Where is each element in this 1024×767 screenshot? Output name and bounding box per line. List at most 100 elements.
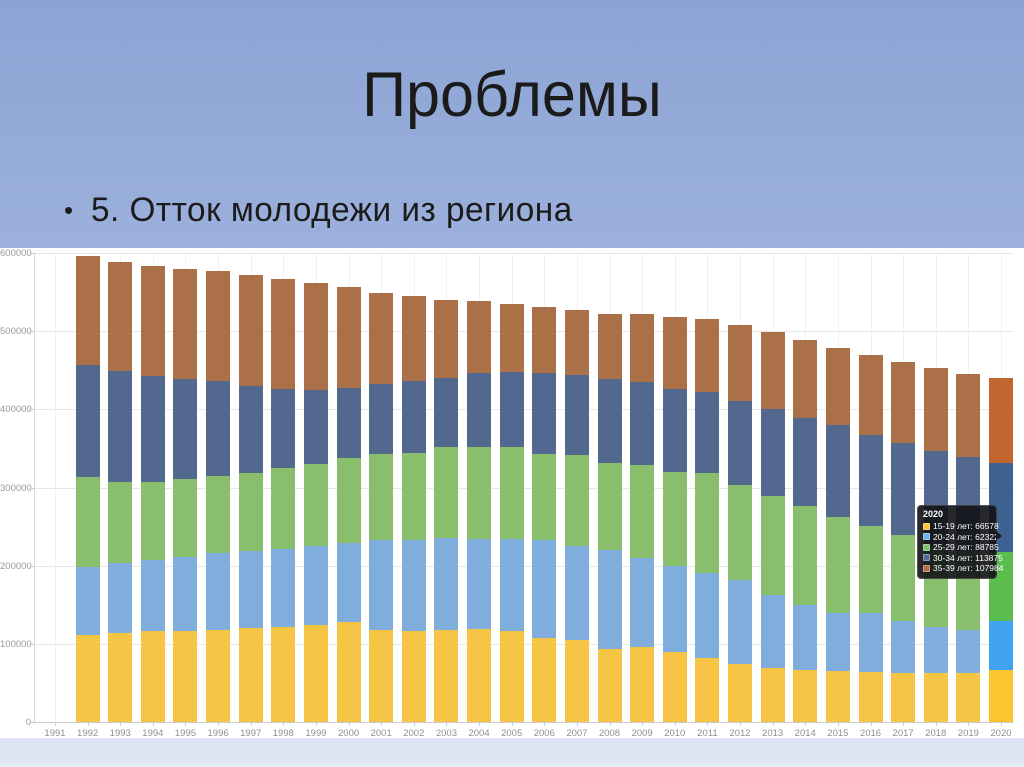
bar-segment-2016-30-34[interactable]	[858, 434, 883, 526]
bar-segment-1998-20-24[interactable]	[271, 548, 296, 628]
bar-segment-2010-30-34[interactable]	[662, 388, 687, 472]
bar-segment-2017-20-24[interactable]	[891, 620, 916, 674]
bar-segment-2004-15-19[interactable]	[467, 629, 492, 722]
bar-segment-2002-20-24[interactable]	[401, 540, 426, 632]
bar-segment-1993-25-29[interactable]	[108, 481, 133, 563]
bar-segment-2001-30-34[interactable]	[369, 384, 394, 455]
bar-segment-1999-30-34[interactable]	[303, 390, 328, 464]
bar-segment-2004-25-29[interactable]	[467, 446, 492, 539]
bar-segment-1992-25-29[interactable]	[75, 477, 100, 567]
bar-segment-2008-20-24[interactable]	[597, 550, 622, 649]
bar-segment-2007-25-29[interactable]	[564, 454, 589, 546]
bar-segment-1995-35-39[interactable]	[173, 268, 198, 379]
bar-segment-1995-20-24[interactable]	[173, 556, 198, 631]
bar-segment-1993-30-34[interactable]	[108, 370, 133, 482]
bar-segment-2009-30-34[interactable]	[630, 382, 655, 465]
bar-segment-1994-35-39[interactable]	[140, 266, 165, 376]
bar-segment-1998-30-34[interactable]	[271, 388, 296, 468]
bar-segment-2002-30-34[interactable]	[401, 381, 426, 454]
bar-segment-2020-20-24[interactable]	[988, 621, 1013, 670]
bar-segment-1992-35-39[interactable]	[75, 255, 100, 365]
bar-segment-2014-15-19[interactable]	[793, 669, 818, 722]
bar-segment-2006-20-24[interactable]	[532, 540, 557, 638]
bar-segment-2001-25-29[interactable]	[369, 454, 394, 541]
bar-segment-2007-20-24[interactable]	[564, 545, 589, 640]
bar-segment-1999-15-19[interactable]	[303, 624, 328, 722]
bar-segment-2000-30-34[interactable]	[336, 387, 361, 459]
bar-segment-2013-20-24[interactable]	[760, 594, 785, 669]
bar-segment-2008-30-34[interactable]	[597, 378, 622, 463]
bar-segment-1997-20-24[interactable]	[238, 551, 263, 629]
bar-segment-2011-20-24[interactable]	[695, 572, 720, 659]
bar-segment-2001-35-39[interactable]	[369, 292, 394, 385]
bar-segment-2017-15-19[interactable]	[891, 673, 916, 722]
bar-segment-2011-25-29[interactable]	[695, 473, 720, 573]
bar-segment-2019-35-39[interactable]	[956, 374, 981, 457]
bar-segment-1995-15-19[interactable]	[173, 630, 198, 722]
bar-segment-2011-30-34[interactable]	[695, 392, 720, 474]
bar-segment-2000-25-29[interactable]	[336, 458, 361, 543]
bar-segment-2017-35-39[interactable]	[891, 362, 916, 444]
bar-segment-2016-25-29[interactable]	[858, 525, 883, 613]
bar-segment-2013-35-39[interactable]	[760, 331, 785, 409]
bar-segment-2016-35-39[interactable]	[858, 355, 883, 435]
bar-segment-2007-30-34[interactable]	[564, 375, 589, 455]
bar-segment-1996-30-34[interactable]	[206, 380, 231, 477]
bar-segment-2016-15-19[interactable]	[858, 671, 883, 722]
bar-segment-2007-15-19[interactable]	[564, 640, 589, 722]
bar-segment-1994-15-19[interactable]	[140, 631, 165, 722]
bar-segment-2000-15-19[interactable]	[336, 622, 361, 722]
bar-segment-1992-20-24[interactable]	[75, 566, 100, 635]
bar-segment-1997-25-29[interactable]	[238, 473, 263, 552]
bar-segment-2014-25-29[interactable]	[793, 506, 818, 605]
bar-segment-2015-30-34[interactable]	[825, 425, 850, 518]
bar-segment-2015-20-24[interactable]	[825, 612, 850, 671]
bar-segment-2002-25-29[interactable]	[401, 453, 426, 541]
bar-segment-1994-20-24[interactable]	[140, 559, 165, 632]
bar-segment-1992-30-34[interactable]	[75, 364, 100, 478]
bar-segment-1993-35-39[interactable]	[108, 261, 133, 371]
bar-segment-1998-25-29[interactable]	[271, 467, 296, 549]
bar-segment-2017-25-29[interactable]	[891, 535, 916, 621]
bar-segment-2009-25-29[interactable]	[630, 464, 655, 558]
bar-segment-2005-35-39[interactable]	[499, 304, 524, 372]
bar-segment-2011-15-19[interactable]	[695, 658, 720, 722]
bar-segment-2013-30-34[interactable]	[760, 408, 785, 496]
bar-segment-2013-15-19[interactable]	[760, 668, 785, 722]
bar-segment-2012-30-34[interactable]	[728, 400, 753, 485]
bar-segment-2014-30-34[interactable]	[793, 417, 818, 507]
bar-segment-2012-15-19[interactable]	[728, 663, 753, 722]
bar-segment-1994-25-29[interactable]	[140, 481, 165, 560]
bar-segment-1996-15-19[interactable]	[206, 629, 231, 722]
bar-segment-2002-15-19[interactable]	[401, 631, 426, 722]
bar-segment-2019-20-24[interactable]	[956, 630, 981, 674]
bar-segment-2011-35-39[interactable]	[695, 318, 720, 393]
bar-segment-2009-15-19[interactable]	[630, 646, 655, 722]
bar-segment-2006-35-39[interactable]	[532, 307, 557, 373]
bar-segment-1992-15-19[interactable]	[75, 634, 100, 722]
bar-segment-2001-15-19[interactable]	[369, 629, 394, 722]
bar-segment-1997-35-39[interactable]	[238, 274, 263, 387]
bar-segment-2018-20-24[interactable]	[923, 627, 948, 674]
bar-segment-2019-15-19[interactable]	[956, 673, 981, 722]
bar-segment-2000-35-39[interactable]	[336, 286, 361, 388]
bar-segment-2015-35-39[interactable]	[825, 347, 850, 426]
bar-segment-2012-25-29[interactable]	[728, 484, 753, 581]
bar-segment-2006-30-34[interactable]	[532, 372, 557, 454]
bar-segment-2015-25-29[interactable]	[825, 517, 850, 613]
bar-segment-1994-30-34[interactable]	[140, 375, 165, 482]
bar-segment-1993-15-19[interactable]	[108, 633, 133, 722]
bar-segment-1998-35-39[interactable]	[271, 279, 296, 389]
bar-segment-1996-25-29[interactable]	[206, 476, 231, 554]
bar-segment-2003-30-34[interactable]	[434, 377, 459, 448]
bar-segment-2010-25-29[interactable]	[662, 472, 687, 567]
bar-segment-2018-35-39[interactable]	[923, 368, 948, 451]
bar-segment-2004-20-24[interactable]	[467, 538, 492, 630]
bar-segment-2006-25-29[interactable]	[532, 453, 557, 541]
bar-segment-1995-25-29[interactable]	[173, 478, 198, 557]
bar-segment-2003-35-39[interactable]	[434, 300, 459, 378]
bar-segment-2016-20-24[interactable]	[858, 612, 883, 672]
bar-segment-2017-30-34[interactable]	[891, 443, 916, 536]
bar-segment-2005-15-19[interactable]	[499, 631, 524, 722]
bar-segment-1999-20-24[interactable]	[303, 545, 328, 625]
